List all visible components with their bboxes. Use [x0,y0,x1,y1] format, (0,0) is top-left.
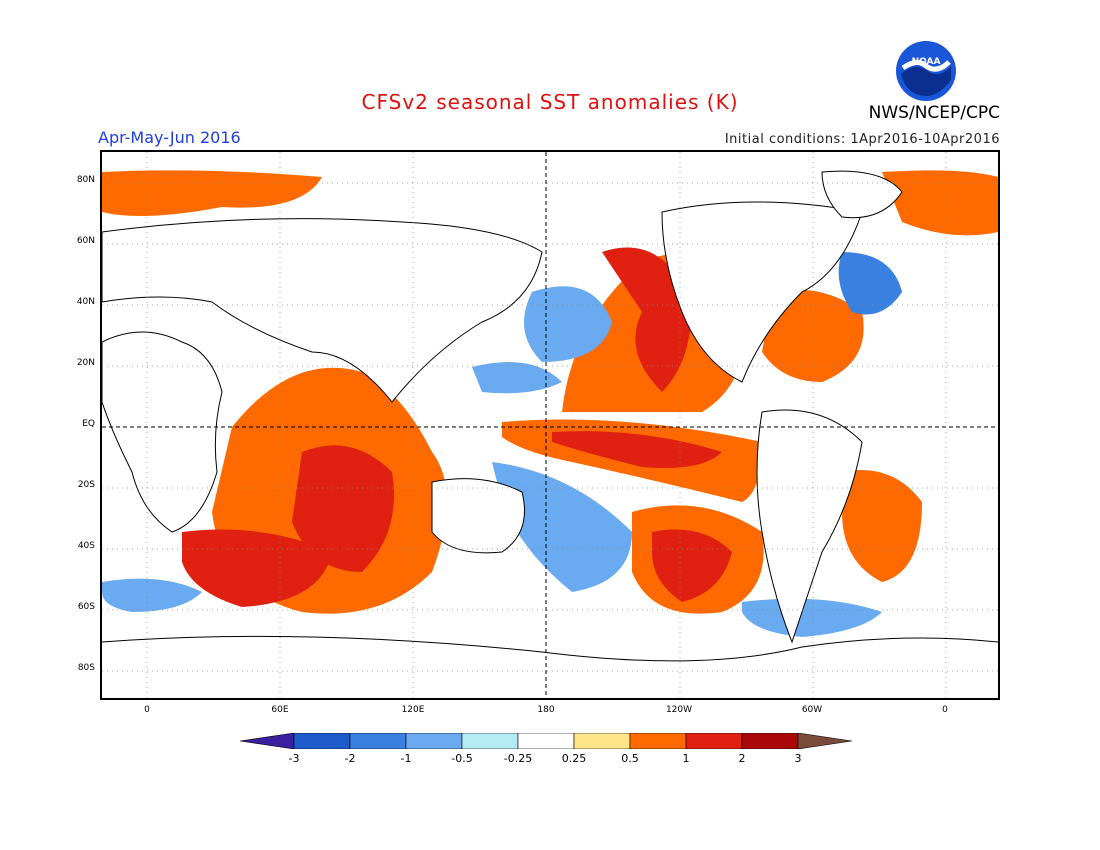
colorbar-cells [240,733,853,749]
lon-label: 0 [942,705,948,715]
map-title: CFSv2 seasonal SST anomalies (K) [361,90,739,114]
lat-label: 80S [77,663,95,673]
colorbar-cell [517,733,575,749]
colorbar-tick-label: 0.25 [561,752,587,765]
reference-lines [102,152,998,698]
south-america-continent [756,409,863,644]
colorbar-tick-label: 2 [738,752,746,765]
central-pacific-cool-anomaly [472,362,562,394]
eurasia-continent [102,218,543,403]
south-indian-warm-anomaly [182,529,332,607]
svg-text:NOAA: NOAA [912,57,941,67]
lon-label: 120E [401,705,425,715]
colorbar-cell [405,733,463,749]
colorbar-cell [573,733,631,749]
lat-label: 60N [76,236,95,246]
lat-label: 40S [77,541,95,551]
southeast-pacific-strong-anomaly [652,529,732,602]
southern-ocean-cool-anomaly [742,598,882,637]
north-atlantic-warm-anomaly [762,289,864,382]
lon-label: 60W [801,705,823,715]
noaa-logo: NOAA [896,41,956,101]
equatorial-pacific-strong-anomaly [552,431,722,468]
colorbar-lower-extend [240,733,295,749]
season-label: Apr-May-Jun 2016 [98,128,241,147]
colorbar-cell [629,733,687,749]
north-america-continent [661,201,863,383]
south-atlantic-warm-anomaly [842,470,922,582]
lon-label: 0 [144,705,150,715]
lat-label: 80N [76,175,95,185]
colorbar-tick-label: -0.5 [451,752,473,765]
colorbar-upper-extend [797,733,853,749]
arctic-warm-anomaly-east [882,170,998,236]
north-atlantic-cool-anomaly [838,252,902,315]
lat-label: 40N [76,297,95,307]
colorbar-tick-label: 3 [794,752,802,765]
south-pacific-cool-anomaly [492,462,632,592]
colorbar-cell [461,733,519,749]
southern-indian-cool-anomaly [102,578,202,612]
colorbar [240,733,853,749]
lat-label: EQ [82,419,95,429]
map-canvas [102,152,998,698]
arctic-warm-anomaly [102,170,322,216]
indian-ocean-strong-anomaly [292,445,394,572]
africa-continent [102,331,223,533]
colorbar-tick-label: -3 [288,752,300,765]
lat-label: 20N [76,358,95,368]
colorbar-tick-label: -0.25 [503,752,533,765]
colorbar-cell [685,733,743,749]
lat-lon-grid [102,152,998,698]
colorbar-tick-label: -2 [344,752,356,765]
colorbar-cell [349,733,407,749]
sst-anomaly-map [100,150,1000,700]
agency-label: NWS/NCEP/CPC [868,103,1000,123]
initial-conditions-label: Initial conditions: 1Apr2016-10Apr2016 [724,132,1000,147]
lat-label: 60S [77,602,95,612]
lon-label: 60E [271,705,289,715]
antarctica-coastline [102,635,998,662]
anomaly-patches [102,170,998,637]
northeast-pacific-strong-anomaly [602,247,692,392]
colorbar-tick-label: -1 [400,752,412,765]
colorbar-cell [293,733,351,749]
lat-label: 20S [77,480,95,490]
australia-continent [431,478,525,554]
colorbar-cell [741,733,799,749]
lon-label: 120W [665,705,693,715]
lon-label: 180 [537,705,555,715]
colorbar-tick-label: 1 [682,752,690,765]
colorbar-tick-label: 0.5 [621,752,639,765]
